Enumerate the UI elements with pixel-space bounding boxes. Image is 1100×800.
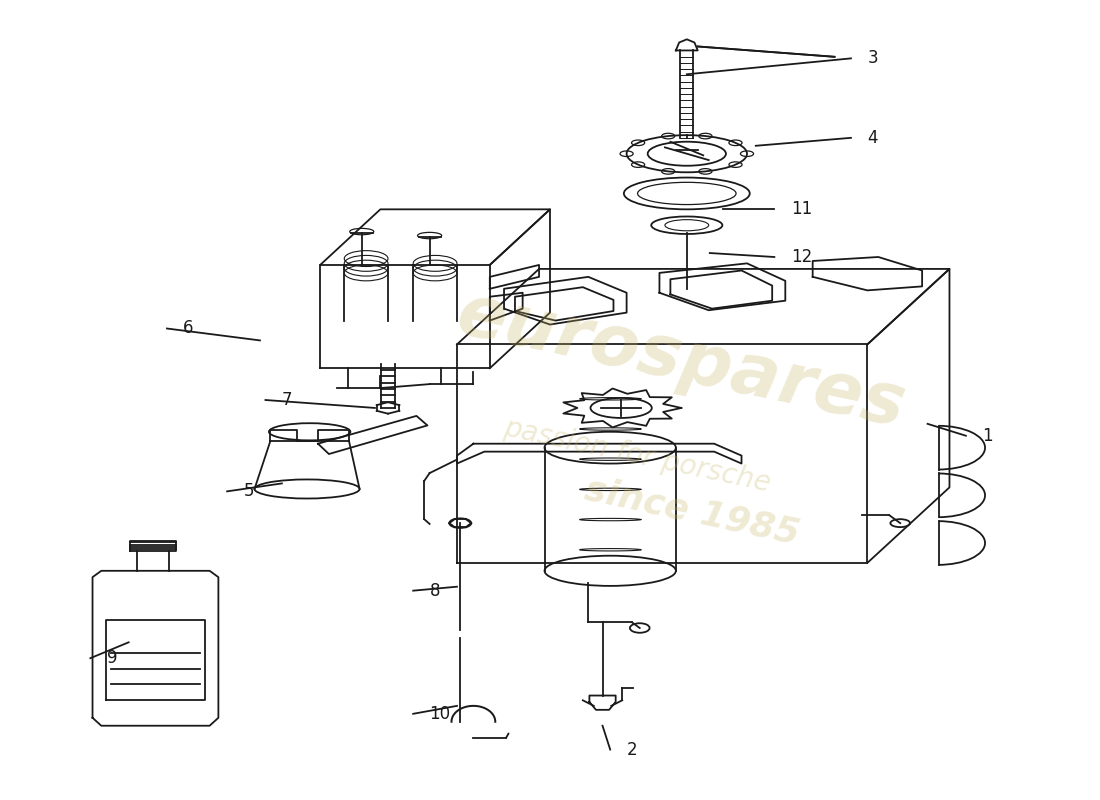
Text: eurospares: eurospares <box>451 279 912 442</box>
Text: 3: 3 <box>868 50 878 67</box>
Text: 12: 12 <box>791 248 812 266</box>
Text: 4: 4 <box>868 129 878 147</box>
Text: 8: 8 <box>430 582 440 600</box>
Text: 9: 9 <box>107 649 118 667</box>
Text: 10: 10 <box>430 705 451 723</box>
Text: 6: 6 <box>184 319 194 338</box>
Text: 5: 5 <box>243 482 254 500</box>
Text: passion for porsche: passion for porsche <box>502 414 773 498</box>
Text: 1: 1 <box>982 426 993 445</box>
Text: 2: 2 <box>627 741 637 758</box>
Text: 7: 7 <box>282 391 293 409</box>
Text: since 1985: since 1985 <box>582 472 803 550</box>
Text: 11: 11 <box>791 200 812 218</box>
